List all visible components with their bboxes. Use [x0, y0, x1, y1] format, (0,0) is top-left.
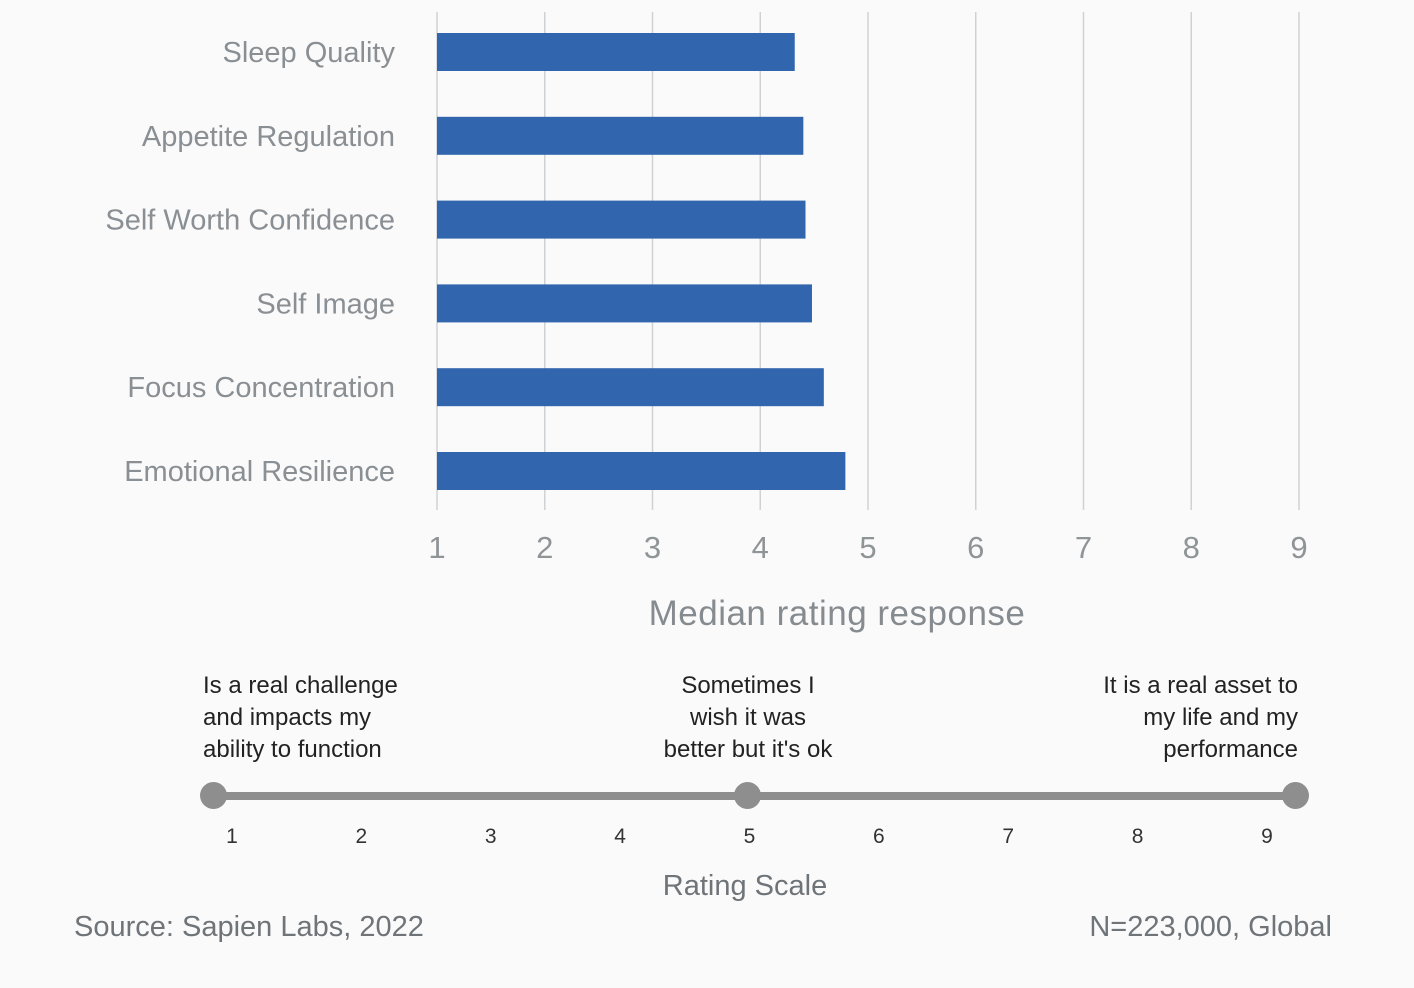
scale-mid-label: Sometimes I wish it was better but it's … [663, 672, 833, 763]
category-label: Self Worth Confidence [105, 205, 395, 237]
scale-number: 9 [1261, 825, 1273, 848]
bar [437, 284, 812, 323]
x-tick-label: 2 [536, 530, 553, 565]
x-tick-label: 3 [644, 530, 661, 565]
category-label: Sleep Quality [223, 37, 396, 69]
scale-number: 5 [743, 825, 756, 848]
category-label: Appetite Regulation [142, 121, 395, 153]
scale-number: 3 [484, 825, 497, 848]
x-tick-label: 1 [428, 530, 445, 565]
bar [437, 452, 846, 490]
scale-high-label: It is a real asset to my life and my per… [1103, 672, 1298, 763]
scale-number: 4 [614, 825, 626, 848]
scale-number: 2 [355, 825, 368, 848]
scale-low-marker [200, 782, 227, 809]
rating-scale-title: Rating Scale [662, 870, 828, 902]
scale-number: 6 [873, 825, 885, 848]
x-tick-label: 4 [752, 530, 769, 565]
scale-number: 7 [1002, 825, 1015, 848]
scale-number: 8 [1131, 825, 1144, 848]
bar [437, 116, 804, 155]
bar-chart: Sleep Quality Appetite Regulation Self Wor… [105, 12, 1308, 633]
bar [437, 368, 824, 407]
x-tick-label: 8 [1183, 530, 1200, 565]
x-tick-label: 9 [1290, 530, 1307, 565]
bar [437, 33, 795, 71]
source-note: Source: Sapien Labs, 2022 [74, 911, 424, 943]
scale-low-label: Is a real challenge and impacts my abili… [203, 672, 398, 763]
x-tick-label: 6 [967, 530, 984, 565]
x-tick-label: 5 [859, 530, 876, 565]
x-tick-label: 7 [1075, 530, 1092, 565]
category-label: Self Image [256, 288, 395, 320]
bar [437, 200, 806, 239]
scale-mid-marker [734, 782, 761, 809]
x-axis-title: Median rating response [649, 594, 1026, 633]
scale-number: 1 [226, 825, 238, 848]
scale-high-marker [1282, 782, 1309, 809]
category-label: Focus Concentration [127, 372, 395, 404]
category-label: Emotional Resilience [124, 456, 395, 488]
sample-note: N=223,000, Global [1089, 911, 1332, 943]
